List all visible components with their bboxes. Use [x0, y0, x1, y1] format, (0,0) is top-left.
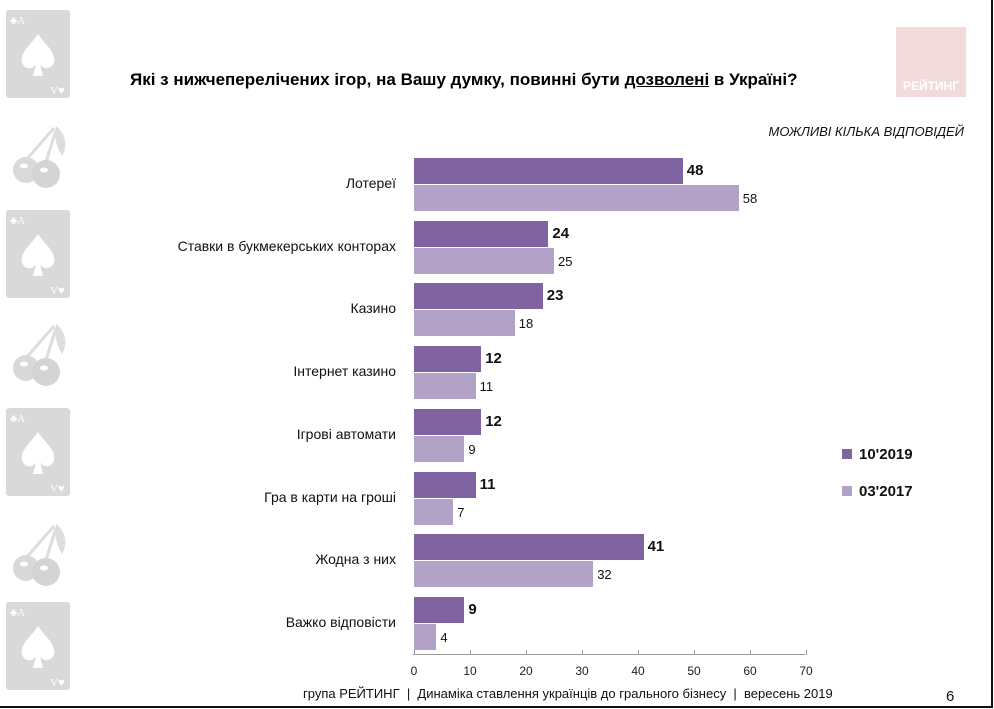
x-tick-label: 20 — [519, 664, 533, 678]
data-label: 41 — [647, 538, 665, 556]
bar-2019 — [414, 346, 482, 373]
x-tick-label: 60 — [743, 664, 757, 678]
bar-2017 — [414, 561, 594, 588]
playing-card-ace-icon: ♣A V♥ — [6, 408, 70, 496]
data-label: 9 — [468, 600, 477, 618]
svg-text:♣A: ♣A — [10, 15, 25, 27]
data-label: 58 — [742, 191, 758, 206]
data-label: 9 — [468, 441, 476, 457]
bar-2019 — [414, 408, 482, 435]
legend-item-2017: 03'2017 — [842, 483, 913, 500]
bar-2017 — [414, 623, 437, 650]
multiple-answers-note: МОЖЛИВІ КІЛЬКА ВІДПОВІДЕЙ — [768, 124, 964, 139]
playing-card-ace-icon: ♣A V♥ — [6, 210, 70, 298]
legend-item-2019: 10'2019 — [842, 446, 913, 463]
category-label: Жодна з них — [315, 551, 396, 568]
bar-2019 — [414, 220, 549, 247]
category-label: Лотереї — [345, 175, 396, 191]
cherry-icon — [13, 524, 66, 586]
frame-border-bottom — [0, 706, 993, 708]
x-tick-label: 50 — [687, 664, 701, 678]
x-tick-mark — [470, 650, 471, 655]
bar-2017 — [414, 185, 739, 211]
category-label: Ігрові автомати — [296, 425, 396, 442]
legend-swatch — [842, 486, 852, 496]
data-label: 18 — [518, 316, 534, 332]
svg-text:♣A: ♣A — [10, 413, 25, 425]
playing-card-ace-icon: ♣A V♥ — [6, 10, 70, 98]
bar-2017 — [414, 498, 454, 525]
x-tick-label: 40 — [631, 664, 645, 678]
data-label: 11 — [479, 379, 494, 395]
category-label: Інтернет казино — [293, 363, 396, 380]
bar-2019 — [414, 471, 476, 498]
cherry-icon — [13, 324, 66, 386]
slide-title: Які з нижчеперелічених ігор, на Вашу дум… — [130, 70, 798, 89]
x-tick-mark — [526, 650, 527, 655]
data-label: 32 — [597, 567, 612, 583]
bar-2017 — [414, 247, 554, 274]
category-label: Гра в карти на гроші — [264, 488, 396, 505]
x-tick-label: 10 — [463, 664, 477, 678]
data-label: 4 — [440, 629, 448, 645]
svg-text:V♥: V♥ — [50, 677, 64, 689]
footer: група РЕЙТИНГ | Динаміка ставлення украї… — [303, 686, 833, 701]
svg-text:V♥: V♥ — [50, 285, 64, 297]
data-label: 12 — [485, 350, 502, 368]
svg-text:V♥: V♥ — [50, 483, 64, 495]
x-tick-mark — [806, 650, 807, 655]
x-axis-line — [413, 654, 805, 655]
data-label: 7 — [457, 504, 465, 520]
category-label: Ставки в букмекерських конторах — [177, 237, 396, 254]
bar-2019 — [414, 158, 683, 184]
x-tick-mark — [750, 650, 751, 655]
data-label: 12 — [485, 412, 502, 430]
rating-logo: РЕЙТИНГ — [896, 27, 966, 97]
bar-2017 — [414, 310, 515, 337]
category-label: Казино — [350, 300, 396, 317]
x-tick-mark — [582, 650, 583, 655]
x-tick-label: 30 — [575, 664, 589, 678]
legend-swatch — [842, 449, 852, 459]
svg-text:♣A: ♣A — [10, 607, 25, 619]
data-label: 23 — [546, 287, 564, 305]
x-tick-mark — [638, 650, 639, 655]
frame-border-right — [991, 0, 993, 707]
bar-2019 — [414, 283, 543, 310]
bar-2019 — [414, 596, 465, 623]
data-label: 48 — [686, 162, 704, 179]
x-tick-mark — [414, 650, 415, 655]
data-label: 25 — [558, 253, 573, 269]
x-tick-mark — [694, 650, 695, 655]
svg-text:♣A: ♣A — [10, 215, 25, 227]
bar-2019 — [414, 534, 644, 561]
playing-card-ace-icon: ♣A V♥ — [6, 602, 70, 690]
x-tick-label: 0 — [410, 664, 418, 678]
x-tick-label: 70 — [799, 664, 813, 678]
svg-text:V♥: V♥ — [50, 85, 64, 97]
bar-2017 — [414, 435, 465, 462]
data-label: 24 — [552, 224, 570, 242]
page-number: 6 — [946, 688, 955, 705]
category-label: Важко відповісти — [285, 613, 396, 630]
bar-2017 — [414, 373, 476, 400]
data-label: 11 — [479, 475, 496, 493]
cherry-icon — [13, 126, 66, 188]
